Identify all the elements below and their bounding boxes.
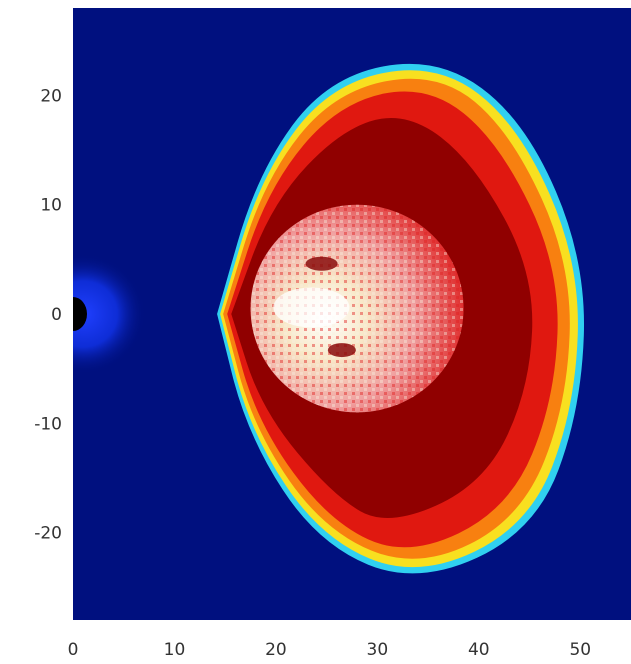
x-tick-label: 10 [164,640,186,660]
x-axis: 0 10 20 30 40 50 [68,640,592,660]
y-tick-label: 20 [40,86,62,106]
core-highlight [273,287,350,328]
y-tick-label: -10 [34,414,62,434]
core-speckle [250,204,464,413]
heatmap-field [73,63,585,574]
y-tick-label: -20 [34,524,62,544]
y-tick-label: 0 [51,305,62,325]
planet [73,297,87,331]
core-dark-spot-upper [305,256,338,271]
plot-area [73,8,631,620]
x-tick-label: 50 [569,640,591,660]
x-tick-label: 0 [68,640,79,660]
y-tick-label: 10 [40,196,62,216]
x-tick-label: 40 [468,640,490,660]
y-axis: 20 10 0 -10 -20 [34,86,62,543]
planet-halo [73,254,146,374]
x-tick-label: 20 [265,640,287,660]
core-dark-spot-lower [327,343,356,358]
x-tick-label: 30 [367,640,389,660]
